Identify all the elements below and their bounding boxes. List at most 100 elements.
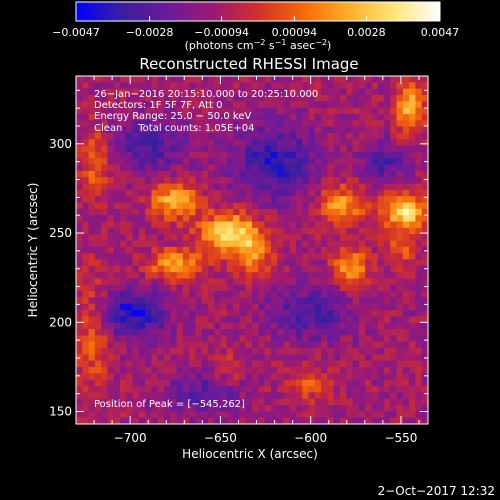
- heatmap-cell: [138, 303, 146, 311]
- heatmap-cell: [195, 177, 203, 184]
- heatmap-cell: [101, 126, 108, 134]
- heatmap-cell: [402, 208, 410, 216]
- heatmap-cell: [252, 120, 259, 127]
- heatmap-cell: [352, 246, 360, 254]
- heatmap-cell: [201, 392, 209, 400]
- heatmap-cell: [76, 227, 83, 235]
- heatmap-cell: [208, 189, 215, 197]
- heatmap-cell: [82, 120, 89, 127]
- heatmap-cell: [151, 76, 159, 83]
- heatmap-cell: [252, 221, 259, 229]
- heatmap-cell: [384, 145, 391, 153]
- heatmap-cell: [151, 221, 159, 229]
- heatmap-cell: [138, 417, 146, 425]
- heatmap-cell: [346, 126, 353, 134]
- heatmap-cell: [214, 202, 221, 210]
- heatmap-cell: [233, 354, 240, 362]
- heatmap-cell: [145, 367, 152, 374]
- heatmap-cell: [252, 158, 259, 165]
- heatmap-cell: [264, 107, 272, 115]
- heatmap-cell: [101, 227, 108, 235]
- heatmap-cell: [421, 76, 429, 83]
- heatmap-cell: [195, 215, 203, 222]
- heatmap-cell: [182, 120, 190, 127]
- heatmap-cell: [340, 240, 347, 248]
- heatmap-cell: [233, 126, 240, 134]
- heatmap-cell: [302, 297, 309, 305]
- heatmap-cell: [76, 132, 83, 140]
- heatmap-cell: [76, 88, 83, 96]
- heatmap-cell: [358, 196, 366, 203]
- heatmap-cell: [264, 120, 272, 127]
- heatmap-cell: [396, 215, 404, 222]
- heatmap-cell: [321, 291, 328, 298]
- heatmap-cell: [377, 335, 385, 343]
- heatmap-cell: [170, 354, 177, 362]
- heatmap-cell: [308, 373, 316, 381]
- heatmap-cell: [333, 215, 341, 222]
- heatmap-cell: [352, 151, 360, 159]
- heatmap-cell: [195, 367, 203, 374]
- heatmap-cell: [195, 310, 203, 317]
- heatmap-cell: [170, 253, 177, 260]
- heatmap-cell: [126, 291, 133, 298]
- heatmap-cell: [371, 360, 379, 368]
- heatmap-cell: [352, 120, 360, 127]
- heatmap-cell: [145, 335, 152, 343]
- heatmap-cell: [258, 120, 265, 127]
- heatmap-cell: [333, 322, 341, 330]
- heatmap-cell: [151, 253, 159, 260]
- heatmap-cell: [214, 164, 221, 172]
- heatmap-cell: [226, 360, 234, 368]
- heatmap-cell: [390, 234, 397, 241]
- heatmap-cell: [113, 139, 121, 146]
- heatmap-cell: [101, 379, 108, 387]
- heatmap-cell: [220, 113, 228, 121]
- heatmap-cell: [220, 215, 228, 222]
- heatmap-cell: [421, 417, 429, 425]
- heatmap-cell: [226, 367, 234, 374]
- heatmap-cell: [101, 392, 108, 400]
- heatmap-cell: [270, 101, 278, 108]
- heatmap-cell: [314, 354, 322, 362]
- heatmap-cell: [201, 196, 209, 203]
- heatmap-cell: [101, 202, 108, 210]
- heatmap-cell: [145, 158, 152, 165]
- heatmap-cell: [176, 227, 184, 235]
- heatmap-cell: [157, 265, 165, 273]
- heatmap-cell: [340, 386, 347, 393]
- heatmap-cell: [283, 139, 291, 146]
- heatmap-cell: [107, 265, 115, 273]
- heatmap-cell: [346, 88, 353, 96]
- heatmap-cell: [195, 316, 203, 324]
- heatmap-cell: [182, 183, 190, 191]
- heatmap-cell: [195, 196, 203, 203]
- heatmap-cell: [340, 120, 347, 127]
- heatmap-cell: [233, 170, 240, 178]
- heatmap-cell: [258, 145, 265, 153]
- heatmap-cell: [107, 94, 115, 102]
- heatmap-cell: [258, 367, 265, 374]
- heatmap-cell: [176, 303, 184, 311]
- heatmap-cell: [252, 354, 259, 362]
- heatmap-cell: [421, 284, 429, 292]
- heatmap-cell: [314, 329, 322, 336]
- heatmap-cell: [208, 284, 215, 292]
- heatmap-cell: [132, 170, 140, 178]
- heatmap-cell: [289, 215, 297, 222]
- heatmap-cell: [384, 253, 391, 260]
- heatmap-cell: [132, 158, 140, 165]
- heatmap-cell: [371, 297, 379, 305]
- heatmap-cell: [182, 107, 190, 115]
- heatmap-cell: [176, 151, 184, 159]
- heatmap-cell: [182, 405, 190, 412]
- heatmap-cell: [239, 164, 247, 172]
- heatmap-cell: [252, 392, 259, 400]
- heatmap-cell: [270, 398, 278, 406]
- heatmap-cell: [189, 76, 196, 83]
- heatmap-cell: [208, 259, 215, 267]
- heatmap-cell: [120, 227, 127, 235]
- heatmap-cell: [340, 202, 347, 210]
- heatmap-cell: [365, 348, 372, 355]
- heatmap-cell: [201, 88, 209, 96]
